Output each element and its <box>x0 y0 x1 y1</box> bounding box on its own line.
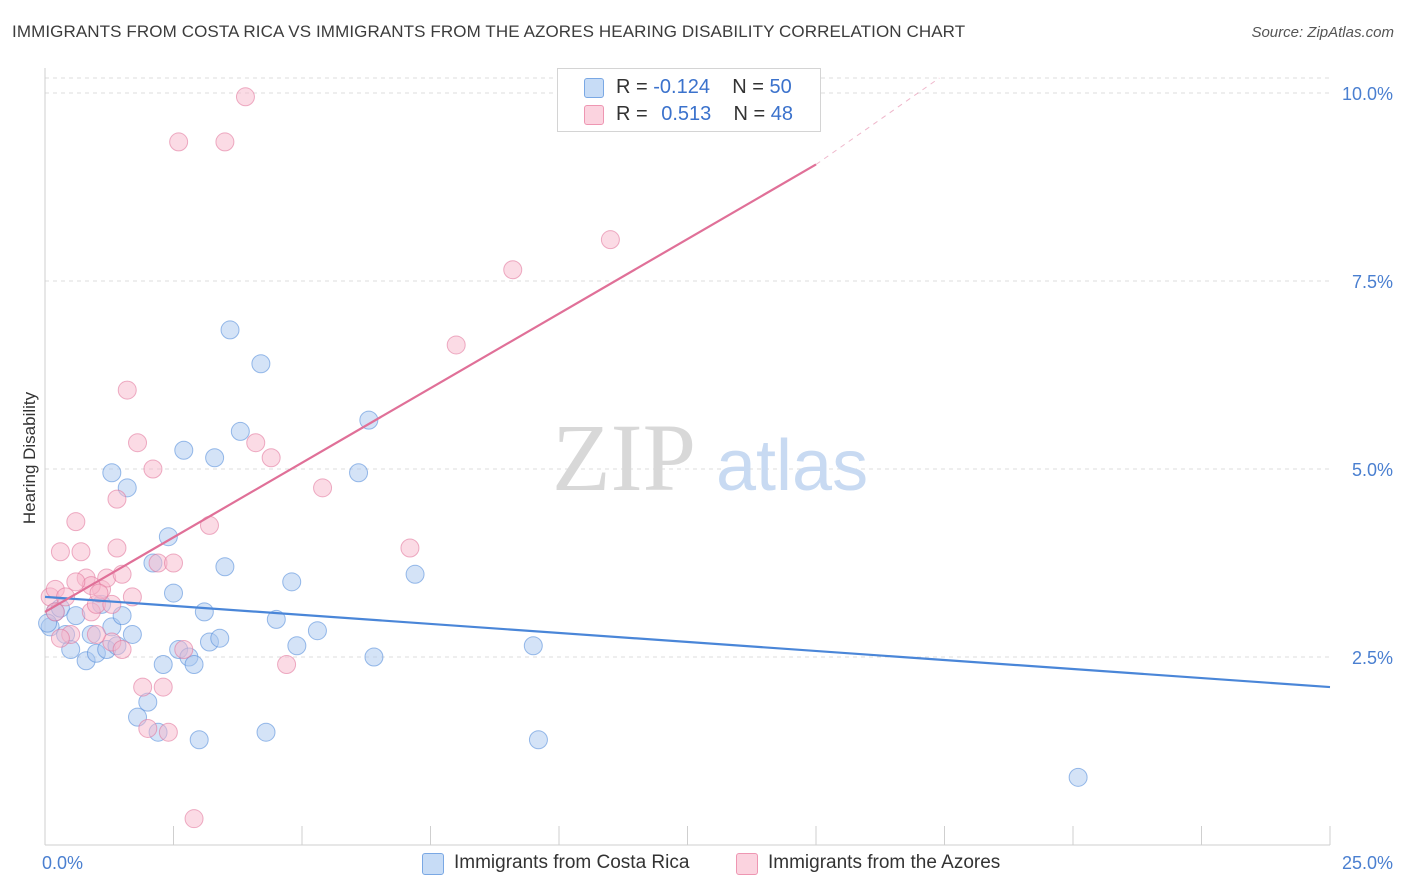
point-azores <box>174 639 194 659</box>
point-azores <box>138 718 158 738</box>
x-tick-labels: 0.0% 25.0% <box>42 853 1393 873</box>
point-costa-rica <box>194 602 214 622</box>
trendline-costa-rica <box>44 595 1331 689</box>
point-azores <box>112 639 132 659</box>
point-costa-rica <box>189 730 209 750</box>
point-azores <box>153 677 173 697</box>
x-tick-label: 25.0% <box>1342 853 1393 873</box>
point-costa-rica <box>528 730 548 750</box>
y-tick-label: 5.0% <box>1352 460 1393 480</box>
point-costa-rica <box>220 320 240 340</box>
point-costa-rica <box>210 628 230 648</box>
point-azores <box>184 809 204 829</box>
legend-r-label: R = <box>616 103 648 125</box>
point-azores <box>503 260 523 280</box>
point-azores <box>86 624 106 644</box>
legend-n-value: 50 <box>769 76 792 98</box>
point-azores <box>107 538 127 558</box>
point-costa-rica <box>215 557 235 577</box>
y-tick-label: 7.5% <box>1352 272 1393 292</box>
legend-n-value: 48 <box>770 103 794 125</box>
point-costa-rica <box>122 624 142 644</box>
point-azores <box>313 478 333 498</box>
point-costa-rica <box>230 421 250 441</box>
point-costa-rica <box>205 448 225 468</box>
point-costa-rica <box>523 636 543 656</box>
point-azores <box>107 489 127 509</box>
point-azores <box>400 538 420 558</box>
point-costa-rica <box>307 621 327 641</box>
point-azores <box>600 230 620 250</box>
source-label: Source: ZipAtlas.com <box>1251 24 1394 41</box>
point-costa-rica <box>158 527 178 547</box>
point-costa-rica <box>405 564 425 584</box>
axes <box>44 68 1331 846</box>
point-azores <box>215 132 235 152</box>
trendline-azores-extension <box>815 77 940 165</box>
point-costa-rica <box>349 463 369 483</box>
point-azores <box>50 542 70 562</box>
point-azores <box>261 448 281 468</box>
grid-lines <box>45 77 1330 658</box>
point-azores <box>169 132 189 152</box>
legend-r-label: R = <box>616 76 648 98</box>
point-azores <box>235 87 255 107</box>
point-azores <box>246 433 266 453</box>
bottom-legend-swatch-azores <box>736 853 758 875</box>
bottom-legend-label-azores: Immigrants from the Azores <box>768 852 1001 873</box>
legend-swatch-costa-rica <box>584 78 604 98</box>
correlation-legend: R = -0.124 N = 50 R = 0.513 N = 48 <box>557 68 821 132</box>
chart-title: IMMIGRANTS FROM COSTA RICA VS IMMIGRANTS… <box>12 22 966 41</box>
bottom-legend-label-costa-rica: Immigrants from Costa Rica <box>454 852 690 873</box>
legend-n-label: N = <box>733 103 766 125</box>
point-costa-rica <box>102 463 122 483</box>
watermark: ZIP atlas <box>552 404 868 511</box>
point-azores <box>66 572 86 592</box>
point-azores <box>446 335 466 355</box>
y-tick-label: 2.5% <box>1352 648 1393 668</box>
legend-r-value: 0.513 <box>661 103 712 125</box>
legend-r-value: -0.124 <box>653 76 710 98</box>
point-costa-rica <box>153 655 173 675</box>
point-costa-rica <box>164 583 183 603</box>
point-azores <box>133 677 153 697</box>
watermark-atlas-text: atlas <box>716 426 868 506</box>
point-azores <box>117 380 137 400</box>
point-azores <box>164 553 183 573</box>
legend-swatch-azores <box>584 105 604 125</box>
point-costa-rica <box>256 722 276 742</box>
x-tick-label: 0.0% <box>42 853 83 873</box>
point-azores <box>89 583 109 603</box>
point-costa-rica <box>1068 767 1088 787</box>
point-costa-rica <box>359 410 379 430</box>
point-azores <box>277 655 297 675</box>
point-costa-rica <box>282 572 302 592</box>
point-costa-rica <box>174 440 194 460</box>
point-costa-rica <box>251 354 271 374</box>
point-azores <box>71 542 91 562</box>
point-azores <box>158 722 178 742</box>
bottom-legend-swatch-costa-rica <box>422 853 444 875</box>
watermark-zip-text: ZIP <box>552 404 696 511</box>
point-azores <box>102 594 122 614</box>
point-azores <box>128 433 148 453</box>
point-azores <box>66 512 86 532</box>
point-costa-rica <box>287 636 307 656</box>
y-axis-title: Hearing Disability <box>20 391 39 524</box>
point-costa-rica <box>266 609 286 629</box>
point-azores <box>122 587 142 607</box>
trendlines <box>44 77 1331 689</box>
point-azores <box>50 628 70 648</box>
point-azores <box>143 459 163 479</box>
legend-n-label: N = <box>732 76 764 98</box>
point-costa-rica <box>184 655 204 675</box>
y-tick-label: 10.0% <box>1342 84 1393 104</box>
data-points <box>38 87 1088 829</box>
point-costa-rica <box>364 647 384 667</box>
trendline-azores <box>44 163 817 613</box>
y-tick-labels: 2.5% 5.0% 7.5% 10.0% <box>1342 84 1393 668</box>
